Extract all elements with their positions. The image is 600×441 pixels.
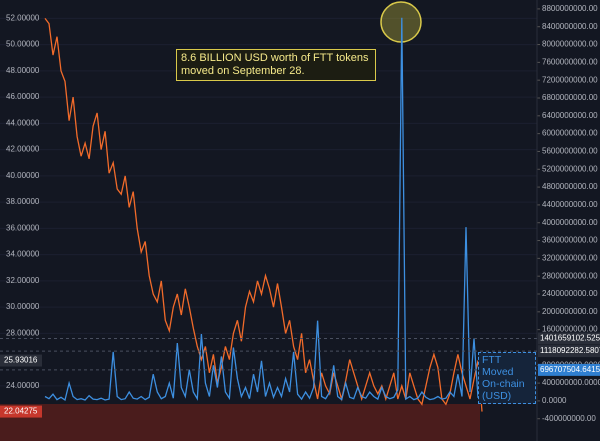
price-marker-box [0,405,42,418]
y2-tick-label: 8800000000.00 [542,4,598,13]
y2-tick-label: 8400000000.00 [542,22,598,31]
y2-tick-label: 5200000000.00 [542,164,598,173]
volume-marker-box [538,363,600,376]
volume-marker-box [538,345,600,358]
y2-tick-label: 6000000000.00 [542,129,598,138]
y-tick-label: 36.00000 [6,223,40,232]
y2-tick-label: 6800000000.00 [542,93,598,102]
series-line [44,18,483,412]
y-tick-label: 28.00000 [6,328,40,337]
y-tick-label: 30.00000 [6,302,40,311]
y-tick-label: 24.00000 [6,381,40,390]
y2-tick-label: 2400000000.00 [542,289,598,298]
y2-tick-label: 4000000000.00 [542,218,598,227]
volume-marker-label: 1118092282.58070 [540,346,600,355]
y-tick-label: 42.00000 [6,145,40,154]
y-tick-label: 34.00000 [6,250,40,259]
y-tick-label: 32.00000 [6,276,40,285]
volume-marker-label: 696707504.64153 [540,365,600,374]
y2-tick-label: 5600000000.00 [542,147,598,156]
y2-tick-label: 0.0000 [542,396,567,405]
annotation: 8.6 BILLION USD worth of FTT tokens move… [176,49,376,81]
y2-tick-label: 4400000000.00 [542,200,598,209]
price-marker-box [0,354,42,367]
volume-marker-label: 1401659102.52535 [540,334,600,343]
legend-entry: FTT Moved On-chain (USD) [478,352,536,404]
y2-tick-label: 6400000000.00 [542,111,598,120]
y-tick-label: 46.00000 [6,92,40,101]
y2-tick-label: 8000000000.00 [542,40,598,49]
y-tick-label: 38.00000 [6,197,40,206]
series-line [44,17,483,402]
price-marker-label: 25.93016 [4,356,38,365]
y-tick-label: 52.00000 [6,13,40,22]
y2-tick-label: 1600000000.00 [542,325,598,334]
y2-tick-label: 7200000000.00 [542,75,598,84]
volume-marker-box [538,332,600,345]
y2-tick-label: -400000000.00 [542,414,596,423]
y2-tick-label: 400000000.0000 [542,378,600,387]
y2-tick-label: 2000000000.00 [542,307,598,316]
y2-tick-label: 3200000000.00 [542,253,598,262]
price-marker-label: 22.04275 [4,407,38,416]
y-tick-label: 44.00000 [6,118,40,127]
shaded-zone [0,404,480,441]
y-tick-label: 40.00000 [6,171,40,180]
y2-tick-label: 2800000000.00 [542,271,598,280]
y2-tick-label: 7600000000.00 [542,57,598,66]
y-tick-label: 48.00000 [6,66,40,75]
y-tick-label: 50.00000 [6,40,40,49]
y2-tick-label: 3600000000.00 [542,236,598,245]
y2-tick-label: 4800000000.00 [542,182,598,191]
